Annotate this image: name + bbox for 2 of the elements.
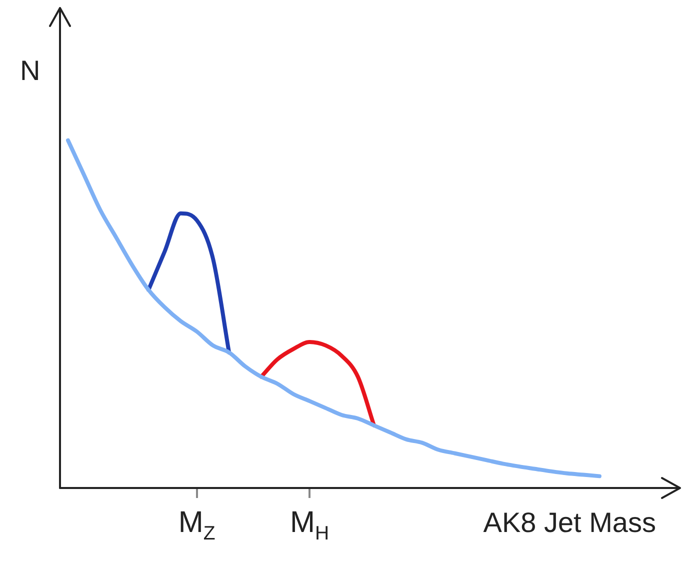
- x-axis-title: AK8 Jet Mass: [483, 507, 656, 538]
- y-axis-title: N: [20, 55, 40, 86]
